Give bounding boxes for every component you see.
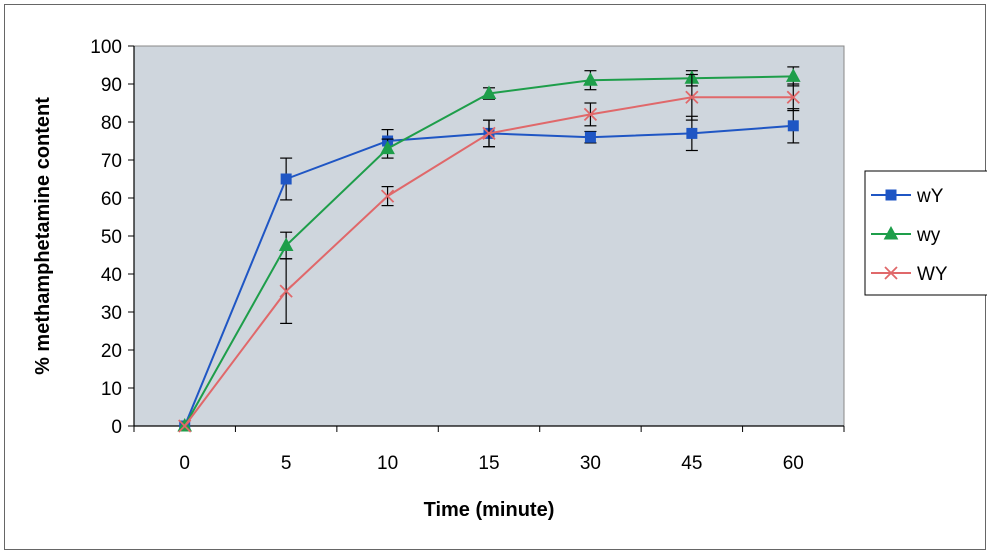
series-WY (178, 73, 800, 433)
x-tick-label: 0 (179, 453, 190, 474)
data-point-wY (280, 173, 292, 185)
y-tick-label: 50 (101, 227, 122, 248)
data-point-wy (785, 68, 801, 82)
legend-label: WY (917, 264, 948, 285)
y-tick-label: 90 (101, 75, 122, 96)
x-tick-label: 60 (783, 453, 804, 474)
legend: wY wy WY (864, 170, 987, 296)
y-tick-label: 80 (101, 113, 122, 134)
y-tick-label: 20 (101, 341, 122, 362)
series-layer (177, 66, 801, 433)
legend-item-wY: wY (871, 186, 944, 207)
data-point-wy (278, 237, 294, 251)
y-tick-label: 0 (111, 417, 122, 438)
plot-area (133, 45, 845, 427)
y-tick-label: 10 (101, 379, 122, 400)
legend-marker (883, 225, 899, 240)
data-point-wy (380, 140, 395, 155)
y-axis: 0 10 20 30 40 50 60 70 80 90 100 (90, 37, 135, 438)
y-axis-title: % methamphetamine content (32, 97, 54, 375)
y-tick-label: 30 (101, 303, 122, 324)
data-point-wy (481, 85, 497, 99)
legend-item-WY: WY (871, 264, 948, 285)
x-tick-label: 5 (281, 453, 292, 474)
data-point-wY (584, 131, 596, 143)
data-point-WY (583, 107, 598, 122)
data-point-WY (279, 284, 293, 298)
x-tick-label: 45 (681, 453, 702, 474)
legend-label: wy (916, 225, 941, 246)
data-point-wY (787, 120, 799, 132)
legend-marker (884, 266, 898, 280)
chart-frame: 0 10 20 30 40 50 60 70 80 90 100 0 5 10 15 30 45 60 Time… (4, 4, 987, 550)
line-chart: 0 10 20 30 40 50 60 70 80 90 100 0 5 10 15 30 45 60 Time… (32, 37, 987, 521)
x-tick-label: 30 (580, 453, 601, 474)
y-tick-label: 100 (90, 37, 122, 58)
legend-marker (885, 189, 897, 201)
data-point-WY (482, 126, 496, 141)
data-point-WY (786, 90, 800, 104)
data-point-wY (686, 127, 698, 139)
y-tick-label: 40 (101, 265, 122, 286)
x-tick-label: 15 (478, 453, 499, 474)
data-point-WY (380, 189, 395, 203)
x-tick-label: 10 (377, 453, 398, 474)
data-point-WY (178, 419, 192, 433)
legend-item-wy: wy (871, 225, 941, 246)
y-tick-label: 60 (101, 189, 122, 210)
data-point-WY (685, 90, 699, 104)
x-axis: 0 5 10 15 30 45 60 (133, 425, 845, 474)
legend-label: wY (916, 186, 944, 207)
x-axis-title: Time (minute) (424, 499, 555, 521)
y-tick-label: 70 (101, 151, 122, 172)
data-point-wy (583, 72, 598, 86)
